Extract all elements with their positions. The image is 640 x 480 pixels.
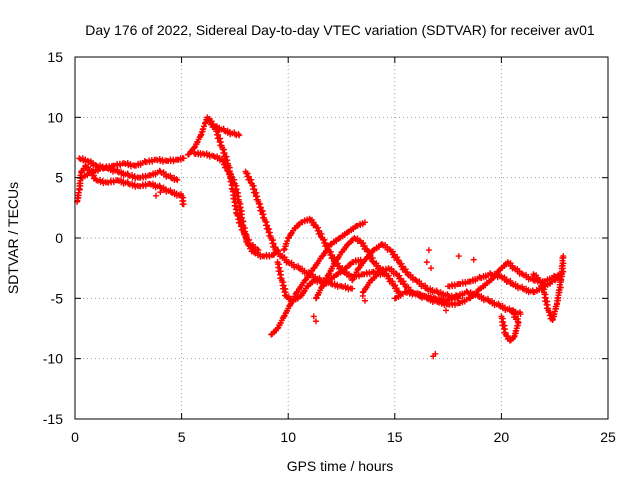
y-tick-label: 10	[47, 109, 63, 125]
y-axis-label: SDTVAR / TECUs	[5, 182, 21, 294]
data-point	[310, 313, 317, 320]
data-point	[173, 176, 180, 183]
data-point	[255, 247, 262, 254]
y-tick-label: -15	[43, 411, 63, 427]
data-point	[283, 292, 290, 299]
data-point	[284, 238, 291, 245]
data-point	[361, 219, 368, 226]
y-tick-label: 5	[55, 170, 63, 186]
x-tick-label: 5	[178, 429, 186, 445]
data-point	[191, 144, 198, 151]
data-point	[233, 209, 240, 216]
data-point	[282, 240, 289, 247]
x-tick-label: 10	[280, 429, 296, 445]
data-point	[423, 259, 430, 266]
x-tick-label: 15	[387, 429, 403, 445]
data-point	[515, 319, 522, 326]
data-point	[153, 192, 160, 199]
x-tick-label: 20	[494, 429, 510, 445]
y-tick-label: 15	[47, 49, 63, 65]
data-point	[200, 123, 207, 130]
data-point	[228, 185, 235, 192]
data-point	[442, 307, 449, 314]
data-point	[554, 295, 561, 302]
data-point	[199, 126, 206, 133]
data-point	[312, 295, 319, 302]
data-point	[254, 246, 261, 253]
data-point	[174, 177, 181, 184]
data-point	[76, 180, 83, 187]
data-point	[455, 253, 462, 260]
data-point	[280, 313, 287, 320]
x-tick-label: 25	[600, 429, 616, 445]
tick-labels: 0 5 10 15 20 25 -15 -10 -5 0 5 10 15	[43, 49, 616, 445]
axis-ticks	[74, 56, 609, 420]
x-axis-label: GPS time / hours	[287, 458, 394, 474]
data-point	[180, 155, 187, 162]
y-tick-label: 0	[55, 230, 63, 246]
data-point	[432, 350, 439, 357]
data-point	[425, 247, 432, 254]
data-point	[180, 201, 187, 208]
data-point	[517, 311, 524, 318]
y-tick-label: -10	[43, 351, 63, 367]
data-point	[274, 325, 281, 332]
data-point	[560, 260, 567, 267]
chart-title: Day 176 of 2022, Sidereal Day-to-day VTE…	[85, 22, 595, 38]
data-point	[349, 285, 356, 292]
y-tick-label: -5	[51, 290, 64, 306]
data-point	[349, 277, 356, 284]
data-point	[361, 297, 368, 304]
data-point	[413, 277, 420, 284]
data-point	[74, 192, 81, 199]
x-tick-label: 0	[71, 429, 79, 445]
data-point	[236, 132, 243, 139]
data-point	[428, 265, 435, 272]
data-point	[312, 318, 319, 325]
data-point	[550, 311, 557, 318]
data-point	[157, 189, 164, 196]
data-point	[557, 284, 564, 291]
data-point	[470, 256, 477, 263]
data-point	[325, 271, 332, 278]
data-point	[319, 283, 326, 290]
data-point	[359, 292, 366, 299]
data-point	[512, 328, 519, 335]
data-point	[498, 273, 505, 280]
data-point	[560, 253, 567, 260]
data-points	[74, 114, 567, 360]
data-point	[509, 307, 516, 314]
data-point	[558, 271, 565, 278]
